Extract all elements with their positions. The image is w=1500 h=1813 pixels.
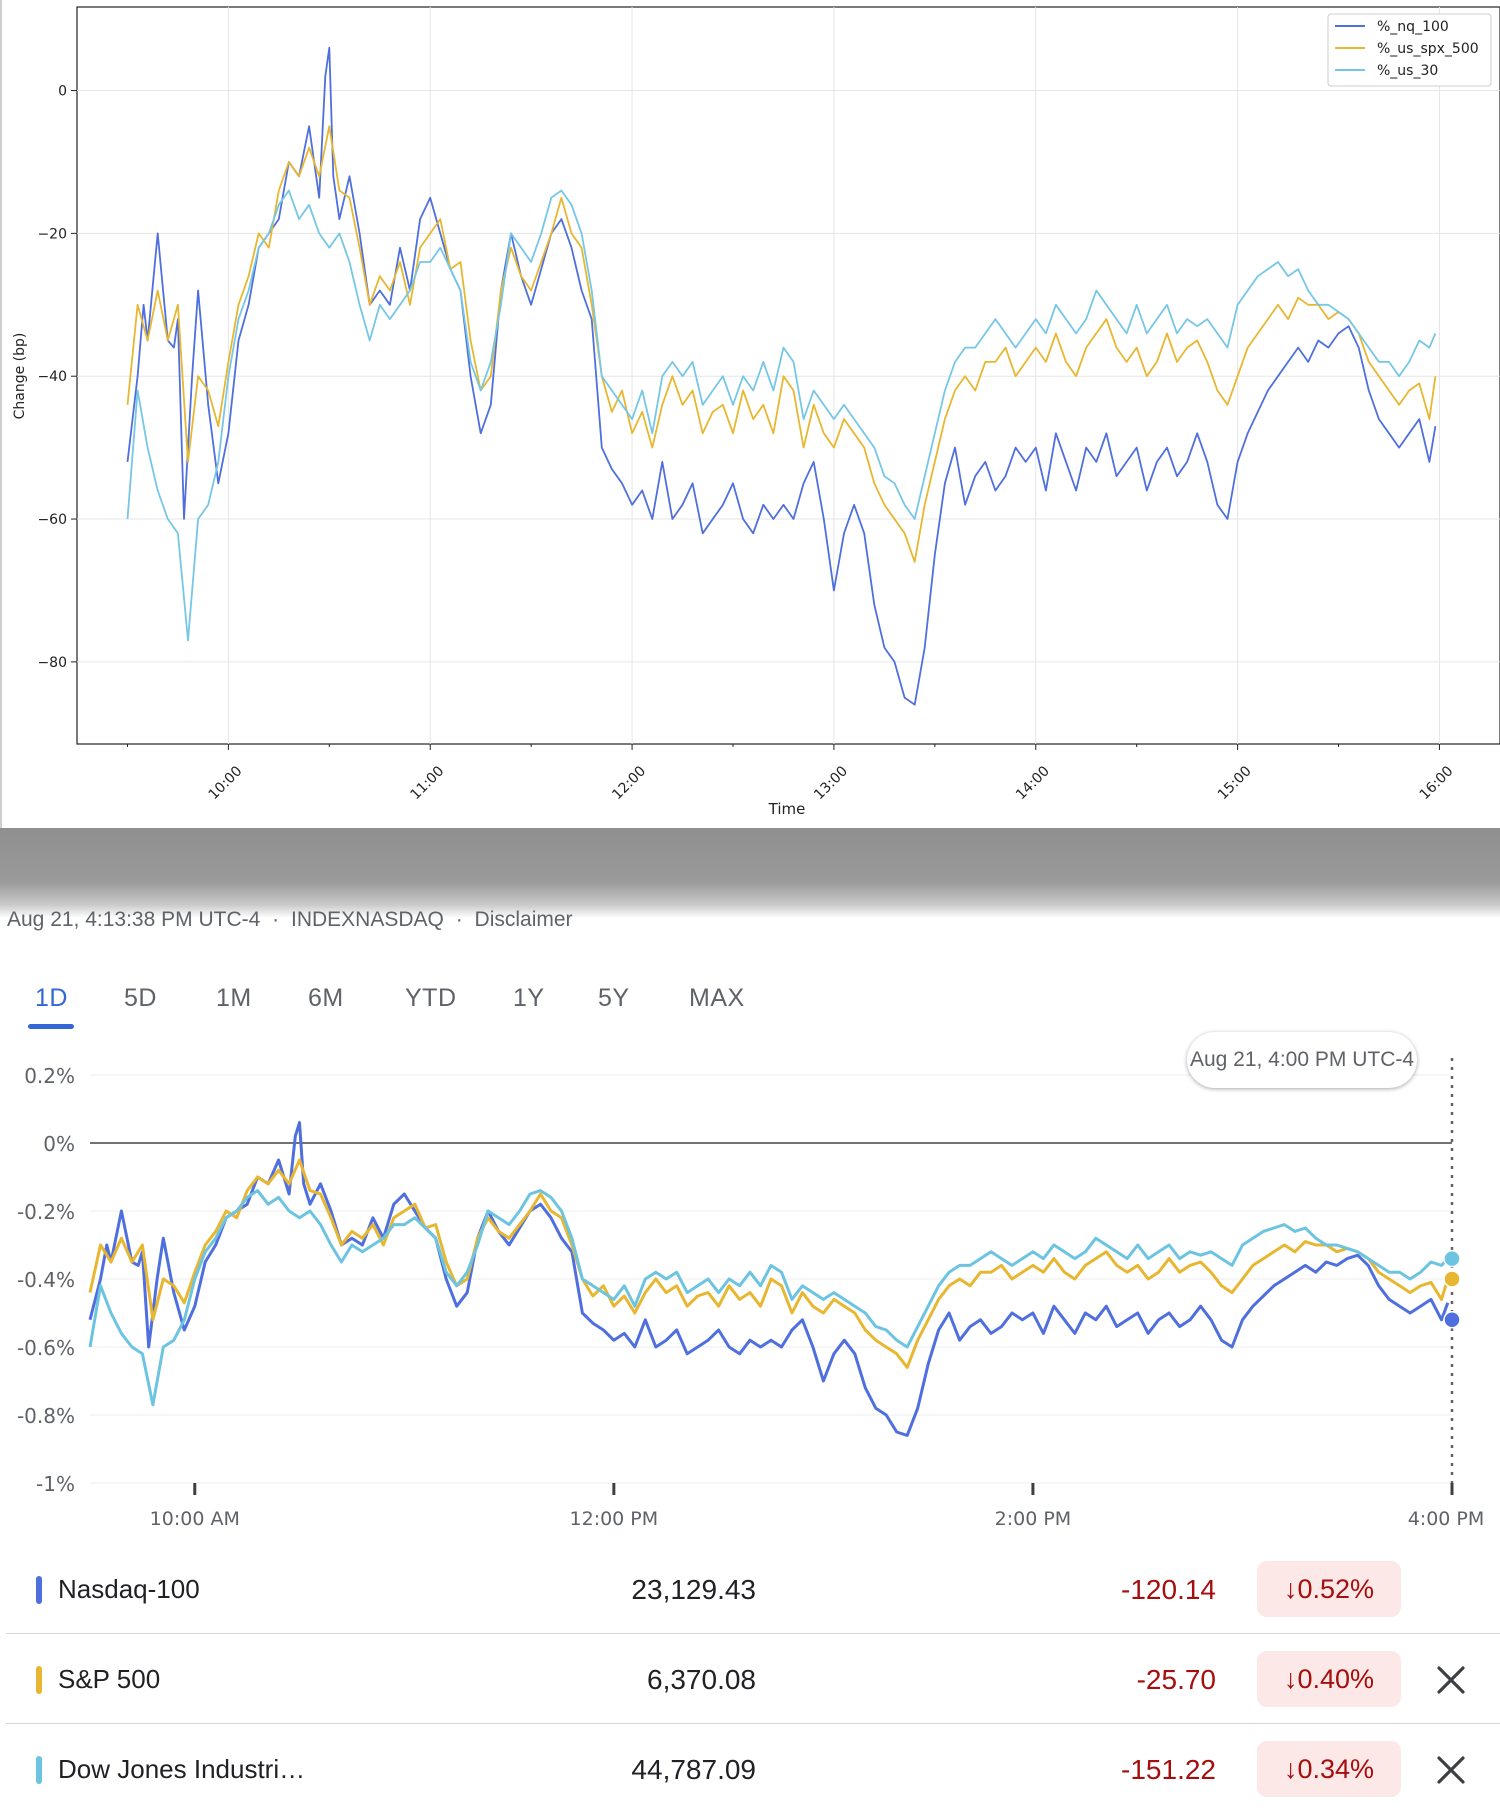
matplotlib-chart-panel: 0 −20 −40 −60 −80 10:00 11:00 12:00 13:00 14:00 15… [0,0,1500,828]
x-tick-label: 15:00 [1215,763,1255,803]
y-tick-label: 0.2% [24,1064,75,1088]
x-tick-label: 2:00 PM [995,1508,1072,1530]
comparison-row-sp500[interactable]: S&P 500 6,370.08 -25.70 ↓0.40% [6,1634,1500,1724]
tab-1m[interactable]: 1M [216,984,252,1012]
row-percent-badge: ↓0.40% [1257,1651,1401,1707]
legend: %_nq_100 %_us_spx_500 %_us_30 [1327,13,1492,87]
tab-max[interactable]: MAX [689,984,745,1012]
row-change: -151.22 [1121,1754,1216,1785]
series-line-nq [88,1121,1450,1437]
y-axis-label: Change (bp) [12,333,28,420]
comparison-list: Nasdaq-100 23,129.43 -120.14 ↓0.52% S&P … [6,1544,1500,1813]
legend-label: %_us_30 [1377,63,1438,79]
series-line-dow [126,189,1437,642]
series-line-nq [126,46,1437,706]
x-tick-label: 12:00 [609,763,649,803]
bottom-line-chart[interactable]: 0.2% 0% -0.2% -0.4% -0.6% -0.8% -1% 10:00 AM 12… [0,918,1500,1538]
series-color-swatch [36,1756,42,1784]
remove-dow-close-icon[interactable] [1431,1750,1471,1790]
x-tick-label: 10:00 [206,763,246,803]
hover-dot-nq [1443,1311,1461,1329]
exchange-label: INDEXNASDAQ [290,908,444,931]
row-percent-badge: ↓0.52% [1257,1561,1401,1617]
series-color-swatch [36,1576,42,1604]
y-tick-label: −20 [37,226,67,242]
screenshot-divider [0,828,1500,918]
legend-label: %_us_spx_500 [1377,41,1479,57]
plot-area-frame [76,6,1500,745]
y-tick-label: -0.8% [17,1404,75,1428]
row-change: -120.14 [1121,1574,1216,1605]
row-price: 23,129.43 [631,1574,756,1605]
quote-timestamp: Aug 21, 4:13:38 PM UTC-4 [7,908,261,931]
hover-tooltip: Aug 21, 4:00 PM UTC-4 [1187,1032,1417,1088]
row-name: S&P 500 [58,1664,161,1694]
x-tick-label: 16:00 [1417,763,1457,803]
meta-separator: · [455,908,463,931]
tab-6m[interactable]: 6M [308,984,344,1012]
x-tick-label: 12:00 PM [570,1508,659,1530]
finance-panel: Aug 21, 4:13:38 PM UTC-4 · INDEXNASDAQ ·… [0,908,1500,1800]
y-tick-label: -1% [36,1472,75,1496]
y-tick-label: −40 [37,369,67,385]
x-tick-label: 14:00 [1013,763,1053,803]
row-change: -25.70 [1136,1664,1216,1695]
row-percent-badge: ↓0.34% [1257,1741,1401,1797]
x-tick-label: 4:00 PM [1408,1508,1485,1530]
tab-1d[interactable]: 1D [35,984,68,1012]
tab-5y[interactable]: 5Y [598,984,630,1012]
y-tick-label: −60 [37,512,67,528]
row-name: Nasdaq-100 [58,1574,200,1604]
y-tick-label: -0.4% [17,1268,75,1292]
hover-dot-spx [1443,1270,1461,1288]
tab-1y[interactable]: 1Y [513,984,545,1012]
series-line-spx [88,1158,1450,1369]
disclaimer-link[interactable]: Disclaimer [474,908,573,931]
y-tick-label: -0.2% [17,1200,75,1224]
active-tab-indicator [28,1024,74,1029]
y-tick-label: −80 [37,655,67,671]
top-line-chart: 0 −20 −40 −60 −80 10:00 11:00 12:00 13:00 14:00 15… [12,6,1500,818]
y-tick-label: -0.6% [17,1336,75,1360]
series-color-swatch [36,1666,42,1694]
x-axis-label: Time [768,800,806,818]
series-line-dow [88,1189,1449,1407]
y-tick-label: 0% [43,1132,75,1156]
x-tick-label: 11:00 [407,763,447,803]
comparison-row-dow[interactable]: Dow Jones Industri… 44,787.09 -151.22 ↓0… [6,1724,1500,1813]
series-line-spx [126,125,1437,563]
row-price: 6,370.08 [647,1664,756,1695]
quote-meta: Aug 21, 4:13:38 PM UTC-4 · INDEXNASDAQ ·… [7,908,573,932]
legend-label: %_nq_100 [1377,19,1449,35]
remove-sp500-close-icon[interactable] [1431,1660,1471,1700]
x-tick-label: 13:00 [811,763,851,803]
tab-5d[interactable]: 5D [124,984,157,1012]
hover-dot-dow [1443,1249,1461,1268]
meta-separator: · [272,908,280,931]
row-price: 44,787.09 [631,1754,756,1785]
comparison-row-nasdaq[interactable]: Nasdaq-100 23,129.43 -120.14 ↓0.52% [6,1544,1500,1634]
tab-ytd[interactable]: YTD [405,984,457,1012]
row-name: Dow Jones Industri… [58,1754,306,1784]
y-tick-label: 0 [58,84,67,100]
x-tick-label: 10:00 AM [150,1508,240,1530]
